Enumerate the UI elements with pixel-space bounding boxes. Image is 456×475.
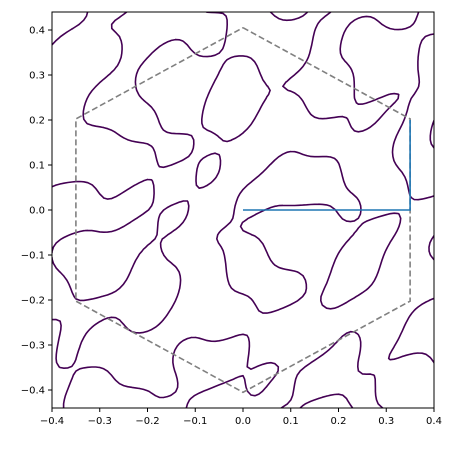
hexagon-boundary-line <box>75 26 411 394</box>
x-tick-label: 0.4 <box>426 416 442 427</box>
y-tick-label: −0.1 <box>21 251 45 262</box>
y-tick-label: −0.3 <box>21 341 45 352</box>
x-tick-label: −0.1 <box>183 416 207 427</box>
x-tick-label: −0.3 <box>88 416 112 427</box>
y-tick-label: 0.0 <box>29 206 45 217</box>
path-line <box>243 120 411 211</box>
x-tick-label: 0.2 <box>331 416 347 427</box>
x-tick-label: 0.0 <box>235 416 251 427</box>
series-lines <box>75 26 411 394</box>
y-tick-label: 0.2 <box>29 116 45 127</box>
y-tick-label: 0.1 <box>29 161 45 172</box>
x-tick-label: 0.1 <box>283 416 299 427</box>
y-tick-label: −0.4 <box>21 386 45 397</box>
y-tick-label: −0.2 <box>21 296 45 307</box>
x-tick-label: −0.2 <box>135 416 159 427</box>
y-tick-label: 0.3 <box>29 71 45 82</box>
y-axis: 0.4 0.3 0.2 0.1 0.0 −0.1 −0.2 −0.3 −0.4 <box>21 26 52 397</box>
y-tick-label: 0.4 <box>29 26 45 37</box>
contour-line <box>52 12 434 408</box>
x-tick-label: 0.3 <box>378 416 394 427</box>
contour-lines <box>52 12 434 408</box>
x-tick-label: −0.4 <box>40 416 64 427</box>
x-axis: −0.4 −0.3 −0.2 −0.1 0.0 0.1 0.2 0.3 0.4 <box>40 408 442 427</box>
